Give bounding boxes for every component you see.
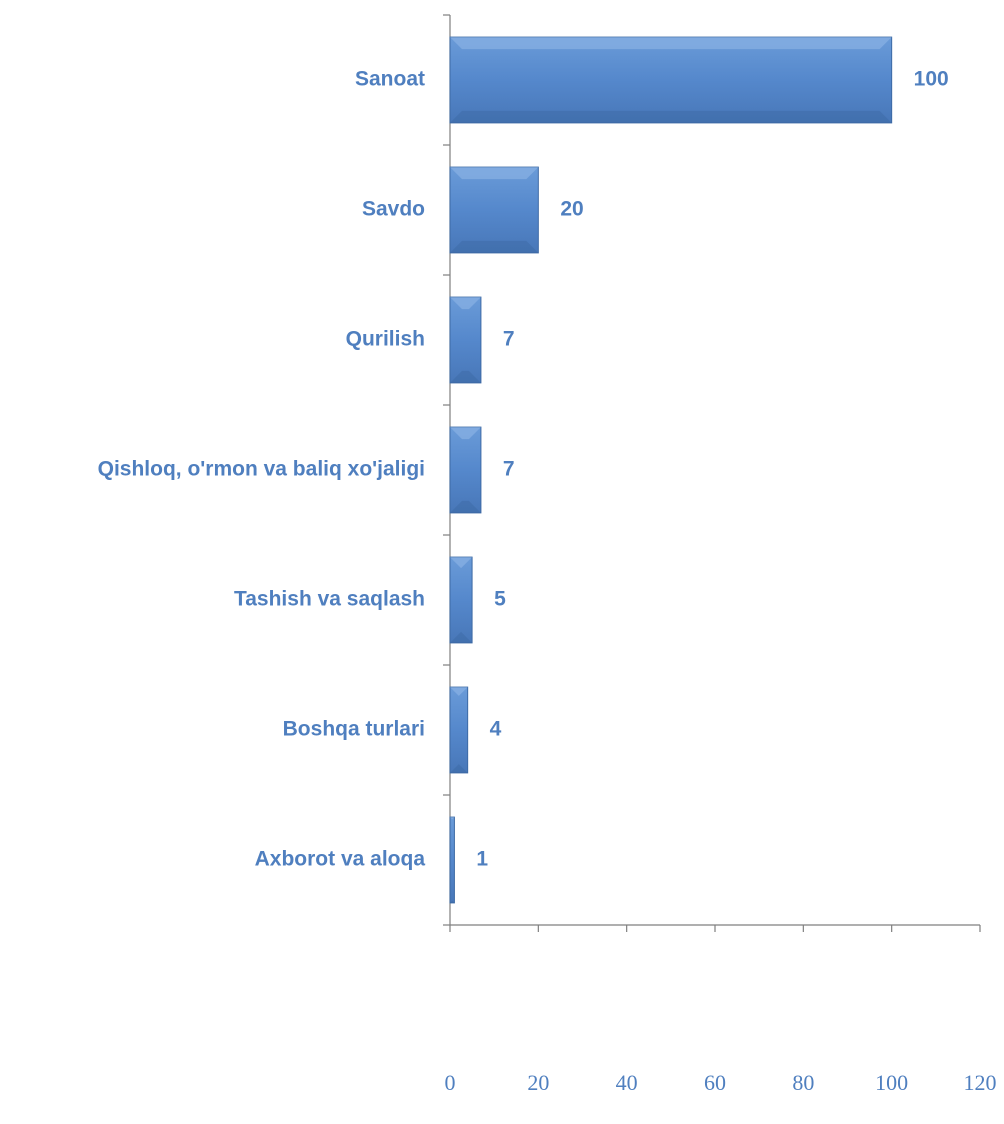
bar [449, 556, 473, 644]
bar [449, 296, 482, 384]
bar-bevel [450, 297, 481, 310]
bar-bevel [450, 110, 892, 123]
value-label: 4 [490, 718, 502, 741]
bar-bevel [450, 631, 473, 643]
bar [449, 426, 482, 514]
bar-bevel [450, 687, 468, 696]
category-label: Qurilish [346, 328, 425, 351]
bar [449, 816, 455, 904]
value-label: 1 [476, 848, 488, 871]
bar-bevel [450, 764, 468, 773]
bar-bevel [450, 557, 473, 569]
bar [449, 166, 539, 254]
bar-bevel [450, 167, 539, 180]
value-label: 7 [503, 328, 515, 351]
x-tick-label: 40 [616, 1070, 638, 1095]
bar-bevel [450, 427, 481, 440]
category-label: Tashish va saqlash [234, 588, 425, 611]
value-label: 5 [494, 588, 506, 611]
category-label: Qishloq, o'rmon va baliq xo'jaligi [98, 458, 425, 481]
x-tick-label: 20 [527, 1070, 549, 1095]
bar-bevel [450, 817, 455, 820]
bar-bevel [450, 240, 539, 253]
category-label: Sanoat [355, 68, 425, 91]
value-label: 7 [503, 458, 515, 481]
bar-bevel [450, 370, 481, 383]
x-tick-label: 60 [704, 1070, 726, 1095]
category-label: Axborot va aloqa [255, 848, 426, 871]
x-tick-label: 80 [792, 1070, 814, 1095]
value-label: 100 [914, 68, 949, 91]
x-tick-label: 0 [445, 1070, 456, 1095]
bar-bevel [450, 500, 481, 513]
x-tick-label: 120 [964, 1070, 997, 1095]
value-label: 20 [560, 198, 583, 221]
category-label: Savdo [362, 198, 425, 221]
bar [449, 36, 893, 124]
category-label: Boshqa turlari [283, 718, 425, 741]
bar [449, 686, 469, 774]
bar-bevel [450, 900, 455, 903]
x-tick-label: 100 [875, 1070, 908, 1095]
bar-bevel [450, 37, 892, 50]
